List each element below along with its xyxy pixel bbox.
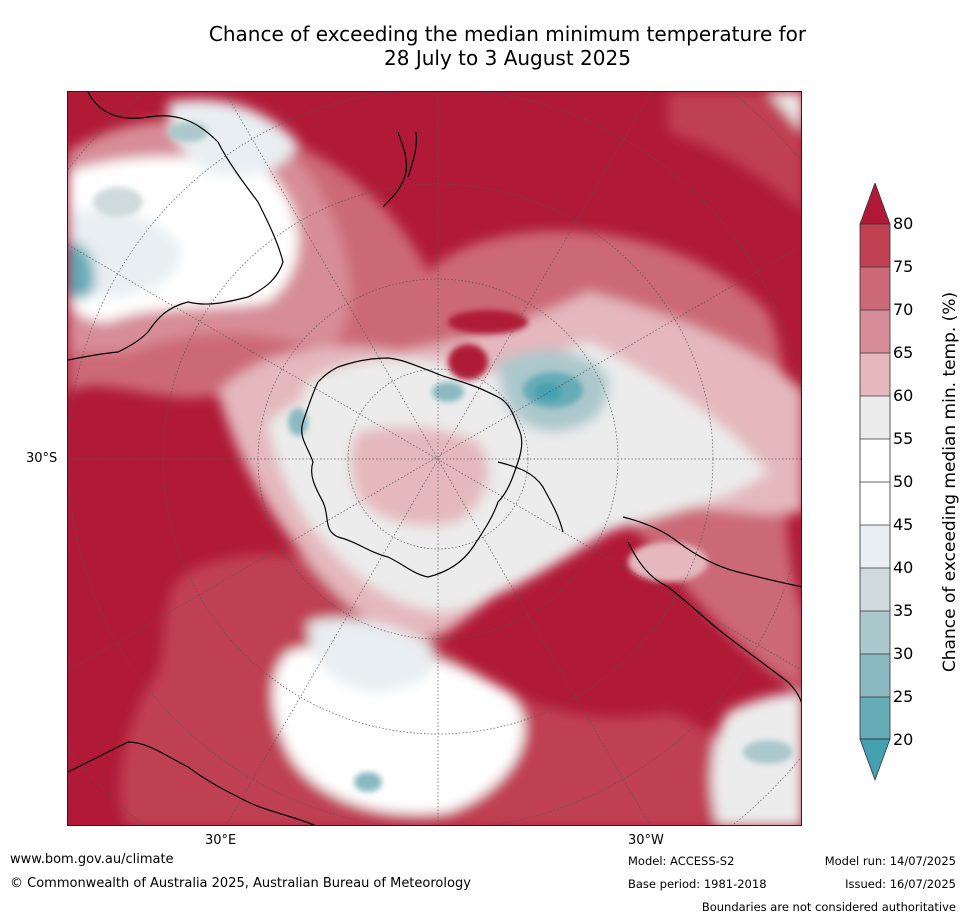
south-america-coast	[622, 516, 801, 704]
colorbar-tick: 20	[893, 730, 914, 749]
base-period: Base period: 1981-2018	[628, 877, 767, 891]
colorbar-tick: 40	[893, 558, 914, 577]
colorbar-band-30	[860, 611, 890, 654]
issued-date: Issued: 16/07/2025	[845, 877, 956, 891]
colorbar-tick: 45	[893, 515, 914, 534]
antarctic-peninsula	[497, 461, 564, 533]
colorbar-tick: 65	[893, 343, 914, 362]
map-title: Chance of exceeding the median minimum t…	[60, 22, 955, 70]
colorbar-tick: 60	[893, 386, 914, 405]
latitude-label: 30°S	[26, 451, 58, 466]
colorbar-band-75	[860, 224, 890, 267]
probability-map	[68, 92, 801, 825]
africa-coast	[68, 741, 316, 825]
copyright-text: © Commonwealth of Australia 2025, Austra…	[10, 876, 471, 891]
colorbar-band-35	[860, 568, 890, 611]
colorbar-bottom-arrow	[859, 738, 891, 782]
model-name: Model: ACCESS-S2	[628, 854, 735, 868]
colorbar-band-65	[860, 310, 890, 353]
colorbar-band-60	[860, 353, 890, 396]
colorbar-tick: 80	[893, 214, 914, 233]
colorbar-dividers	[860, 266, 890, 698]
map-panel	[67, 91, 802, 826]
colorbar-tick: 35	[893, 601, 914, 620]
colorbar-tick: 70	[893, 300, 914, 319]
longitude-label-30e: 30°E	[205, 833, 237, 848]
graticule	[68, 92, 801, 825]
colorbar-tick: 30	[893, 644, 914, 663]
colorbar-band-40	[860, 525, 890, 568]
colorbar-band-20	[860, 697, 890, 739]
colorbar-tick: 75	[893, 257, 914, 276]
longitude-label-30w: 30°W	[628, 833, 664, 848]
model-run-date: Model run: 14/07/2025	[824, 854, 956, 868]
website-link[interactable]: www.bom.gov.au/climate	[10, 852, 174, 867]
colorbar-top-arrow	[859, 183, 891, 225]
colorbar-band-70	[860, 267, 890, 310]
coastlines	[68, 92, 801, 825]
colorbar-tick: 25	[893, 687, 914, 706]
antarctica-coast	[301, 357, 523, 578]
australia-coast	[68, 92, 284, 361]
new-zealand-coast	[382, 131, 418, 208]
colorbar	[859, 183, 891, 782]
colorbar-tick: 50	[893, 472, 914, 491]
colorbar-band-55	[860, 396, 890, 439]
colorbar-band-25	[860, 654, 890, 697]
colorbar-label: Chance of exceeding median min. temp. (%…	[940, 291, 960, 673]
colorbar-tick: 55	[893, 429, 914, 448]
colorbar-band-50	[860, 439, 890, 482]
colorbar-band-45	[860, 482, 890, 525]
title-line-2: 28 July to 3 August 2025	[384, 46, 631, 70]
title-line-1: Chance of exceeding the median minimum t…	[208, 22, 807, 46]
boundaries-disclaimer: Boundaries are not considered authoritat…	[701, 900, 956, 914]
